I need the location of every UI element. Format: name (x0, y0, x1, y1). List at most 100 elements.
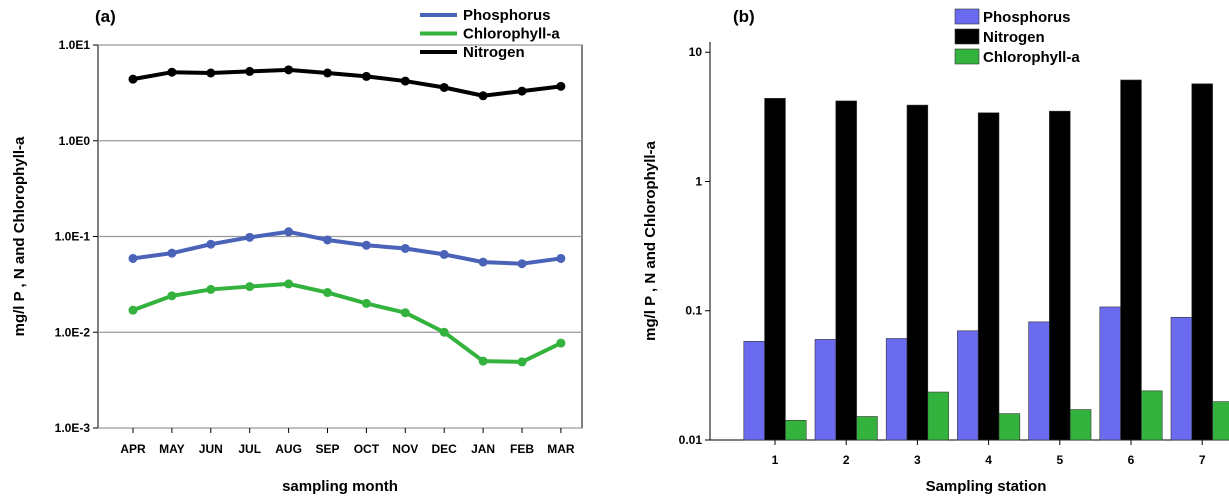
x-tick-label: SEP (315, 442, 339, 456)
y-axis-title: mg/l P , N and Chlorophyll-a (642, 140, 659, 340)
data-point (206, 68, 216, 78)
panel-label: (a) (95, 7, 116, 26)
data-point (400, 308, 410, 318)
x-tick-label: OCT (354, 442, 380, 456)
data-point (245, 66, 255, 76)
y-tick-label: 1.0E-3 (55, 421, 91, 435)
x-tick-label: AUG (275, 442, 302, 456)
bar (1069, 409, 1092, 441)
data-point (361, 240, 371, 250)
y-tick-label: 1 (695, 174, 702, 188)
y-tick-label: 1.0E-1 (55, 230, 91, 244)
data-point (128, 74, 138, 84)
data-point (478, 356, 488, 366)
bar (1120, 79, 1142, 441)
bar (785, 420, 807, 441)
bar (998, 413, 1021, 441)
data-point (517, 357, 527, 367)
data-point (556, 338, 566, 348)
y-axis-title: mg/l P , N and Chlorophyll-a (11, 136, 28, 336)
bar (957, 330, 979, 441)
bar (1191, 83, 1213, 441)
legend-label: Nitrogen (983, 29, 1045, 46)
bar (764, 98, 786, 441)
data-point (128, 253, 138, 263)
bar (1212, 401, 1229, 441)
bar (1170, 316, 1193, 441)
x-tick-label: 6 (1128, 453, 1135, 467)
x-tick-label: APR (120, 442, 146, 456)
legend-label: Chlorophyll-a (983, 49, 1080, 66)
x-axis-title: sampling month (282, 478, 398, 495)
data-point (517, 86, 527, 96)
legend-label: Nitrogen (463, 44, 525, 61)
data-point (439, 327, 449, 337)
data-point (167, 291, 177, 301)
series-line (132, 67, 562, 98)
panel-label: (b) (733, 7, 755, 26)
legend-label: Phosphorus (463, 7, 551, 24)
data-point (361, 71, 371, 81)
data-point (206, 239, 216, 249)
bar (977, 112, 1000, 441)
data-point (323, 288, 332, 298)
data-point (478, 257, 488, 267)
legend-swatch (954, 28, 980, 45)
data-point (478, 91, 488, 101)
y-tick-label: 10 (689, 45, 703, 59)
x-tick-label: 3 (914, 453, 921, 467)
bar (1099, 306, 1121, 441)
legend-label: Chlorophyll-a (463, 26, 560, 43)
legend-swatch (954, 48, 980, 65)
bar (927, 391, 949, 441)
x-tick-label: 2 (843, 453, 850, 467)
data-point (128, 305, 138, 315)
x-tick-label: 1 (772, 453, 779, 467)
y-tick-label: 0.01 (679, 433, 703, 447)
data-point (400, 76, 410, 86)
x-tick-label: JUN (199, 442, 223, 456)
x-tick-label: 4 (985, 453, 992, 467)
x-tick-label: FEB (510, 442, 534, 456)
legend-label: Phosphorus (983, 9, 1071, 26)
bar (814, 339, 837, 441)
bar (906, 104, 929, 441)
data-point (284, 65, 294, 75)
x-tick-label: MAR (547, 442, 575, 456)
bar (1141, 390, 1163, 441)
x-tick-label: 7 (1199, 453, 1206, 467)
data-point (361, 298, 371, 308)
series-line (132, 229, 562, 266)
line-chart-panel: 1.0E1 1.0E0 1.0E-1 1.0E-2 1.0E-3 APR MAY JUN JUL… (11, 7, 583, 495)
x-tick-label: 5 (1056, 453, 1063, 467)
data-point (167, 67, 177, 77)
data-point (439, 249, 449, 259)
data-point (245, 232, 255, 242)
x-tick-label: NOV (392, 442, 418, 456)
bar (835, 100, 857, 441)
x-tick-label: JAN (471, 442, 495, 456)
data-point (517, 259, 527, 269)
bar (1028, 321, 1050, 441)
data-point (167, 248, 177, 258)
data-point (284, 279, 294, 289)
data-point (245, 282, 255, 292)
data-point (400, 243, 410, 253)
y-tick-label: 1.0E1 (59, 38, 91, 52)
data-point (284, 227, 294, 237)
legend-swatch (954, 8, 980, 25)
data-point (556, 81, 566, 91)
x-axis-title: Sampling station (926, 478, 1047, 495)
x-tick-label: MAY (159, 442, 185, 456)
data-point (323, 235, 332, 245)
bar (1049, 110, 1071, 441)
bar (856, 416, 878, 441)
data-point (323, 68, 332, 78)
x-tick-label: DEC (432, 442, 458, 456)
data-point (439, 82, 449, 92)
data-point (206, 284, 216, 294)
x-tick-label: JUL (238, 442, 261, 456)
data-point (556, 253, 566, 263)
bar (743, 341, 765, 441)
